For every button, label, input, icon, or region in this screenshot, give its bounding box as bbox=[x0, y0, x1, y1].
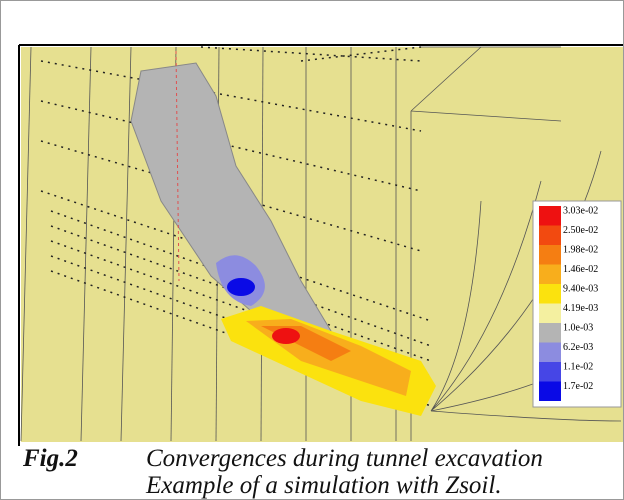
legend-swatch bbox=[539, 226, 561, 246]
caption-line: Example of a simulation with Zsoil. bbox=[146, 472, 502, 500]
legend-label: 1.7e-02 bbox=[563, 381, 593, 392]
legend-swatch bbox=[539, 245, 561, 265]
page: 3.03e-02 2.50e-02 1.98e-02 1.46e-02 9.40e-03… bbox=[0, 0, 624, 500]
simulation-figure: 3.03e-02 2.50e-02 1.98e-02 1.46e-02 9.40e-03… bbox=[1, 1, 623, 446]
legend-swatch bbox=[539, 304, 561, 324]
legend-swatch bbox=[539, 265, 561, 285]
legend-label: 1.0e-03 bbox=[563, 322, 593, 333]
legend-swatch bbox=[539, 206, 561, 226]
figure-label: Fig.2 bbox=[23, 445, 78, 473]
legend-label: 1.46e-02 bbox=[563, 264, 598, 275]
legend-swatch bbox=[539, 362, 561, 382]
legend-label: 1.1e-02 bbox=[563, 361, 593, 372]
legend-swatch bbox=[539, 382, 561, 402]
legend-label: 3.03e-02 bbox=[563, 205, 598, 216]
legend-swatch bbox=[539, 284, 561, 304]
legend-swatch bbox=[539, 323, 561, 343]
legend: 3.03e-02 2.50e-02 1.98e-02 1.46e-02 9.40e-03… bbox=[539, 205, 598, 401]
legend-label: 6.2e-03 bbox=[563, 342, 593, 353]
caption-line: Convergences during tunnel excavation bbox=[146, 445, 543, 473]
legend-label: 9.40e-03 bbox=[563, 283, 598, 294]
legend-label: 4.19e-03 bbox=[563, 303, 598, 314]
legend-label: 1.98e-02 bbox=[563, 244, 598, 255]
legend-label: 2.50e-02 bbox=[563, 225, 598, 236]
legend-swatch bbox=[539, 343, 561, 363]
